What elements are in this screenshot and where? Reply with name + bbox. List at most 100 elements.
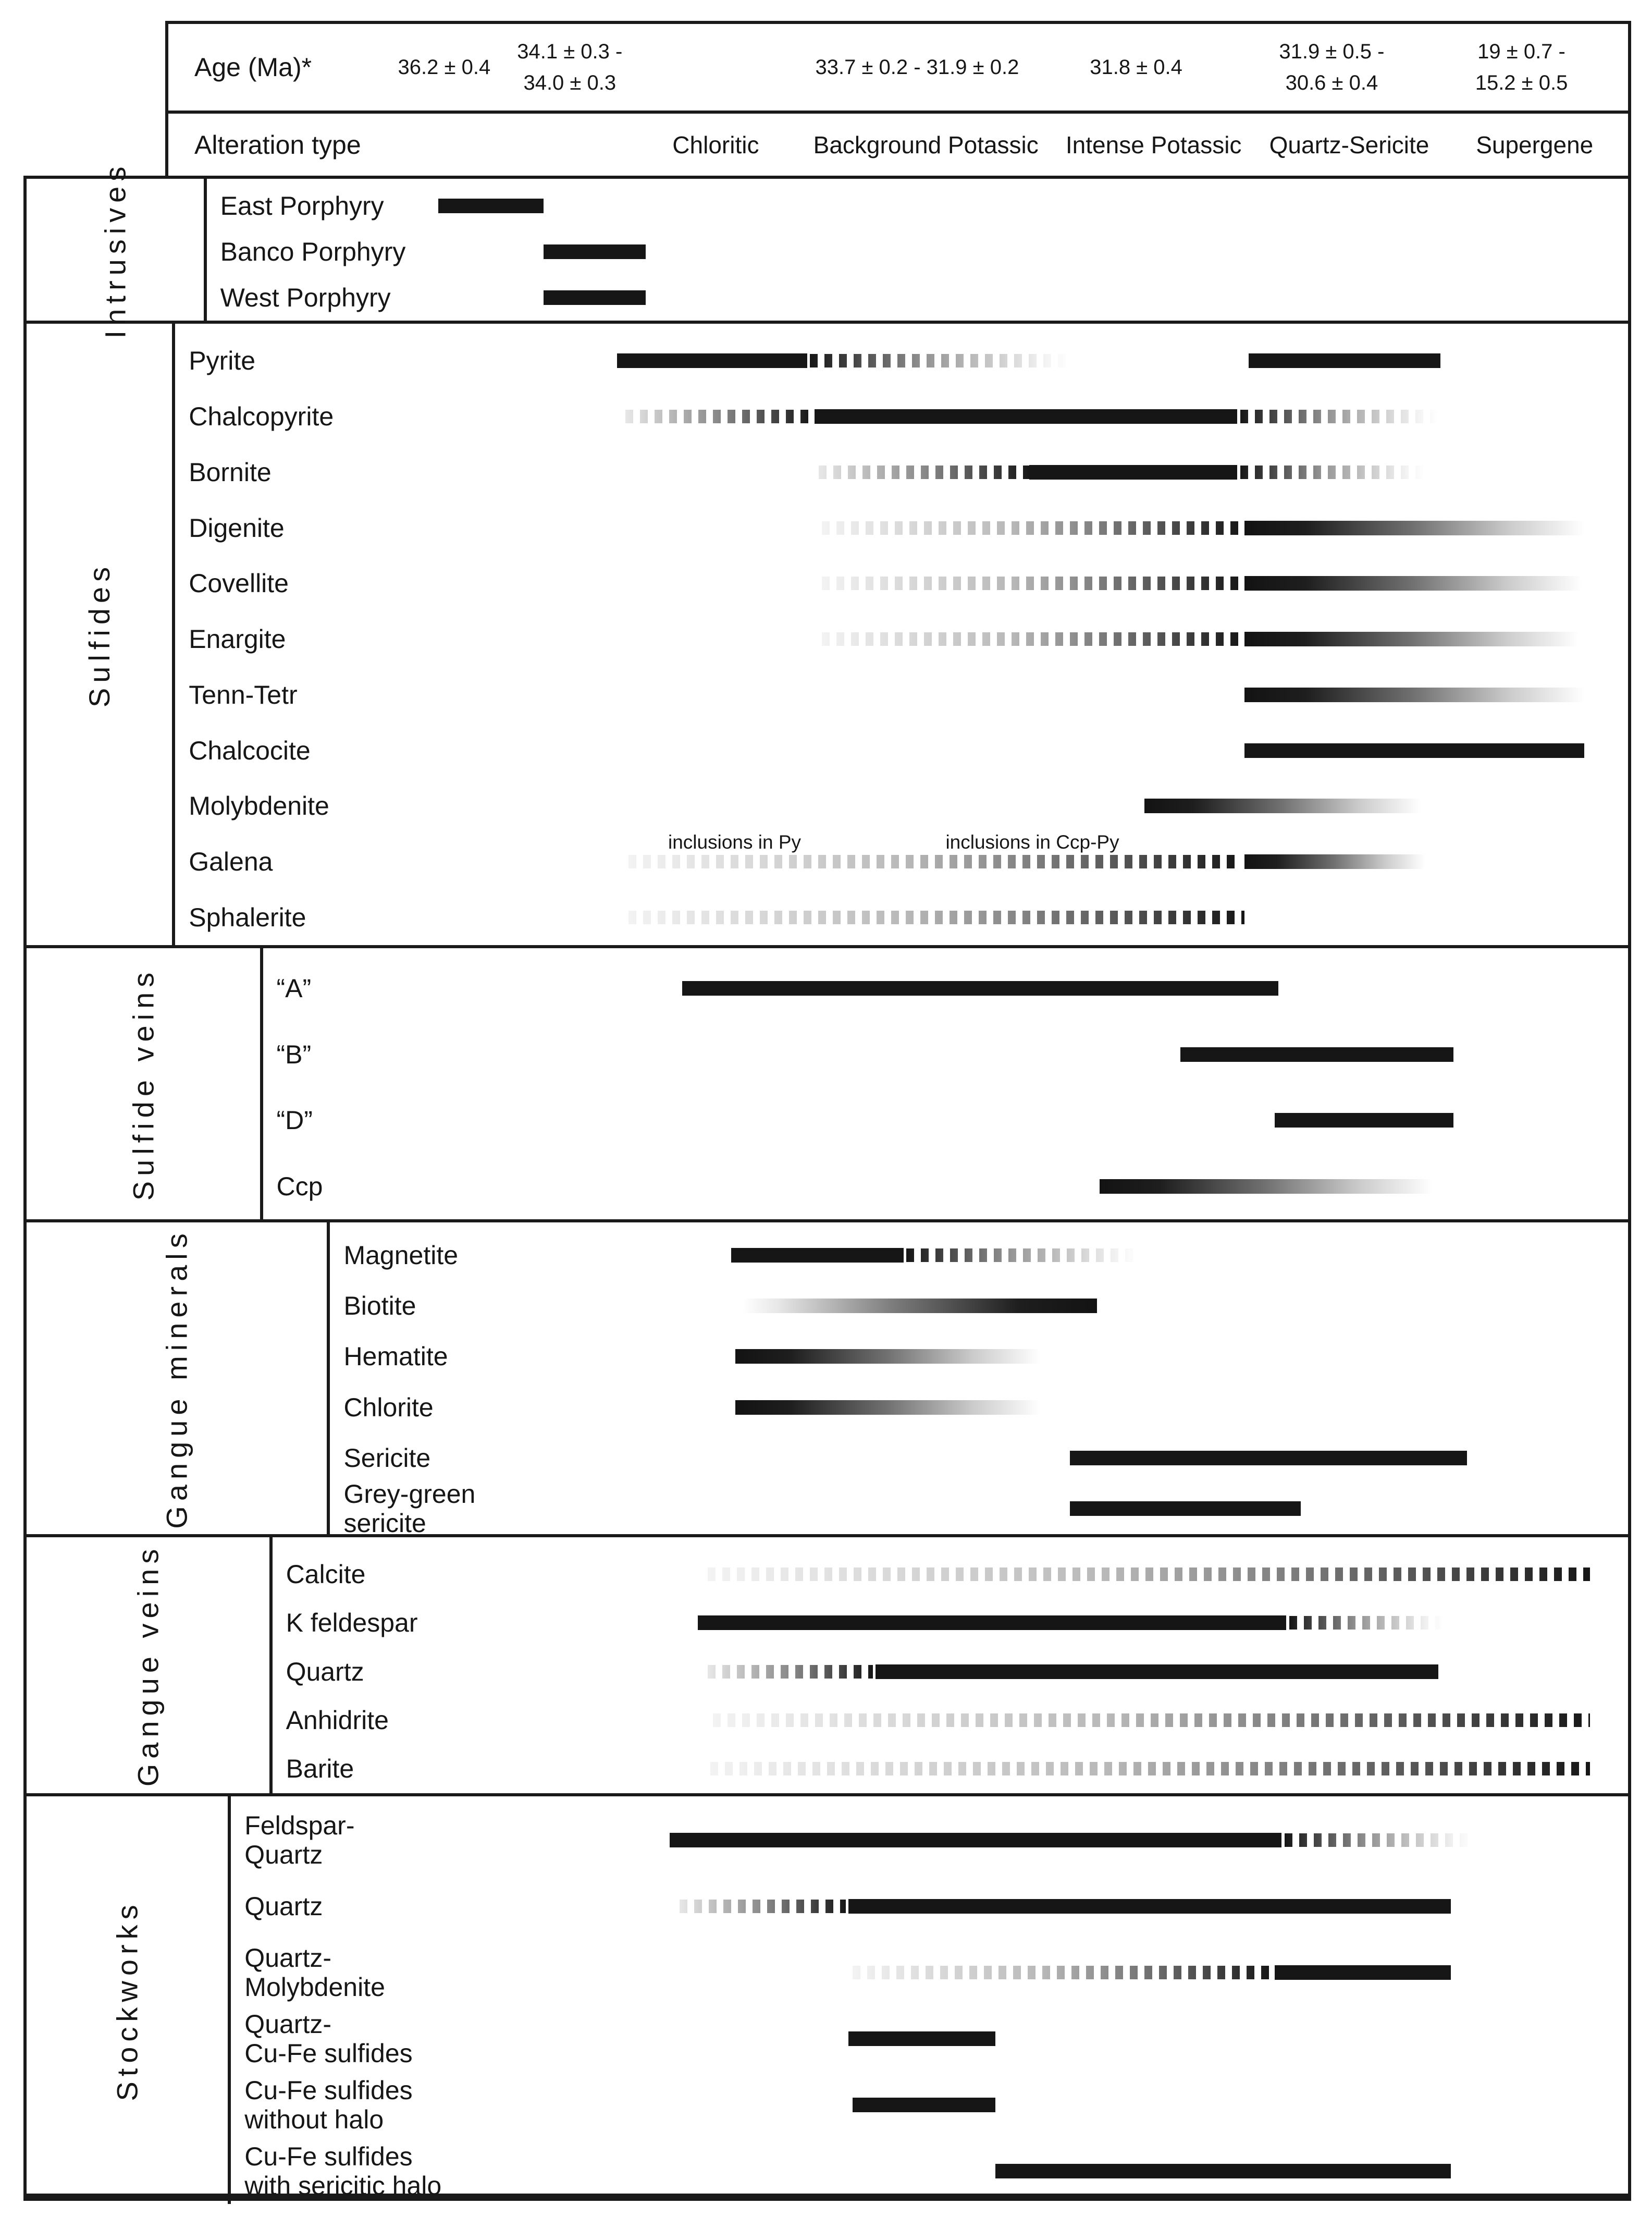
- row-label-line: Grey-green: [343, 1479, 476, 1509]
- row-label-line: “D”: [276, 1106, 313, 1135]
- section-label-box: Sulfides: [27, 324, 176, 945]
- bar-segment: [670, 1832, 1282, 1847]
- chart-row: Quartz- Cu-Fe sulfides: [231, 2005, 1628, 2072]
- section-label: Sulfides: [83, 561, 116, 707]
- header-box: Age (Ma)* 36.2 ± 0.4 34.1 ± 0.3 - 34.0 ± 0…: [165, 21, 1631, 179]
- section: Sulfides Pyrite Chalcopyrite Bornite Digenit…: [27, 324, 1628, 948]
- section-label: Sulfide veins: [127, 967, 160, 1201]
- section-rows: “A” “B” “D” Ccp: [263, 948, 1628, 1219]
- row-label-line: Enargite: [189, 624, 286, 654]
- chart-row: West Porphyry: [207, 275, 1628, 321]
- chart-row: Chalcocite: [175, 722, 1628, 778]
- row-label: Quartz- Molybdenite: [244, 1943, 385, 2002]
- row-label: Anhidrite: [286, 1706, 389, 1735]
- chart-row: Galena inclusions in Py inclusions in Ccp-…: [175, 831, 1628, 890]
- chart-row: Sphalerite: [175, 889, 1628, 945]
- row-label-line: Quartz-: [244, 1943, 331, 1973]
- chart-row: Calcite: [273, 1550, 1628, 1598]
- section-rows: East Porphyry Banco Porphyry West Porphyry: [207, 179, 1628, 321]
- chart-row: K feldespar: [273, 1598, 1628, 1647]
- bar-segment: [1274, 1965, 1451, 1980]
- row-label-line: Quartz: [244, 1891, 323, 1921]
- chart-row: “D”: [263, 1087, 1628, 1154]
- row-label-line: Chlorite: [343, 1392, 434, 1422]
- bar-segment: [1244, 520, 1585, 535]
- bar-segment: [1274, 1113, 1453, 1128]
- bar-segment: [698, 1615, 1287, 1631]
- bar-segment: [713, 1713, 1591, 1727]
- bar-annotation: inclusions in Ccp-Py: [945, 831, 1119, 853]
- chart-row: Quartz: [231, 1873, 1628, 1939]
- bar-segment: [438, 199, 544, 213]
- alteration-axis-label: Alteration type: [194, 130, 361, 160]
- age-tick: 36.2 ± 0.4: [398, 52, 491, 83]
- section-rows: Magnetite Biotite Hematite Chlorite Sericite…: [330, 1222, 1628, 1538]
- chart-row: East Porphyry: [207, 183, 1628, 229]
- chart-row: Hematite: [330, 1331, 1628, 1382]
- age-tick-line: 36.2 ± 0.4: [398, 56, 491, 79]
- bar-segment: [821, 577, 1242, 591]
- row-label-line: Hematite: [343, 1342, 448, 1371]
- section-rows: Feldspar- Quartz Quartz Quartz- Molybdenite Q…: [231, 1796, 1628, 2204]
- row-label: Bornite: [189, 458, 271, 487]
- row-label-line: Bornite: [189, 457, 272, 487]
- bar-segment: [1070, 1450, 1468, 1465]
- section: Intrusives East Porphyry Banco Porphyry Wes…: [27, 161, 1628, 338]
- row-label-line: Molybdenite: [244, 1972, 385, 2002]
- bar-segment: [1100, 1179, 1433, 1194]
- row-label: Calcite: [286, 1560, 366, 1589]
- row-label-line: Chalcopyrite: [189, 402, 334, 432]
- age-tick-line: 19 ± 0.7 -: [1477, 40, 1565, 63]
- bar-annotation: inclusions in Py: [668, 831, 802, 853]
- chart-row: Quartz: [273, 1647, 1628, 1696]
- chart-row: Feldspar- Quartz: [231, 1807, 1628, 1873]
- chart-row: Molybdenite: [175, 778, 1628, 834]
- alteration-header-row: Alteration type Chloritic Background Pota…: [168, 114, 1628, 176]
- age-header-row: Age (Ma)* 36.2 ± 0.4 34.1 ± 0.3 - 34.0 ± 0…: [168, 24, 1628, 114]
- section-label: Gangue veins: [131, 1544, 165, 1787]
- alteration-column-label: Background Potassic: [813, 131, 1039, 158]
- bar-segment: [1240, 465, 1425, 479]
- bar-segment: [735, 1400, 1040, 1415]
- row-label-line: Banco Porphyry: [220, 237, 406, 266]
- bar-segment: [1180, 1047, 1453, 1062]
- bar-segment: [848, 2031, 995, 2046]
- row-label-line: Quartz-: [244, 2009, 331, 2039]
- section-label-box: Gangue minerals: [27, 1222, 330, 1534]
- row-label-line: Feldspar-: [244, 1810, 355, 1840]
- row-label-line: Magnetite: [343, 1240, 459, 1270]
- row-label-line: Calcite: [286, 1559, 366, 1589]
- row-label-line: “A”: [276, 974, 312, 1003]
- bar-segment: [995, 2163, 1451, 2178]
- alteration-column-label: Supergene: [1476, 131, 1594, 158]
- section-label-box: Gangue veins: [27, 1537, 273, 1793]
- row-label: Galena: [189, 847, 273, 876]
- bar-segment: [617, 353, 807, 369]
- bar-segment: [1284, 1833, 1475, 1847]
- row-label-line: Sericite: [343, 1443, 431, 1473]
- bar-segment: [1144, 799, 1421, 814]
- row-label: West Porphyry: [220, 283, 391, 312]
- row-label: K feldespar: [286, 1608, 418, 1637]
- bar-segment: [1244, 687, 1585, 702]
- bar-segment: [628, 854, 1242, 868]
- chart-body: Intrusives East Porphyry Banco Porphyry Wes…: [23, 161, 1631, 2204]
- bar-segment: [682, 981, 1279, 996]
- row-label: “A”: [277, 974, 312, 1003]
- bar-segment: [1240, 410, 1438, 424]
- age-tick-line: 15.2 ± 0.5: [1475, 71, 1568, 94]
- bar-segment: [853, 2097, 995, 2112]
- section-label: Stockworks: [110, 1899, 144, 2101]
- age-tick-line: 31.8 ± 0.4: [1090, 56, 1182, 79]
- chart-row: Tenn-Tetr: [175, 667, 1628, 722]
- chart-row: Cu-Fe sulfides with sericitic halo: [231, 2138, 1628, 2204]
- row-label: Chlorite: [343, 1393, 433, 1422]
- chart-row: Grey-green sericite: [330, 1479, 1628, 1538]
- row-label: Quartz: [244, 1892, 323, 1921]
- section: Gangue minerals Magnetite Biotite Hematite C…: [27, 1222, 1628, 1538]
- row-label: Banco Porphyry: [220, 237, 406, 266]
- section-label: Intrusives: [98, 161, 132, 338]
- row-label-line: Quartz: [286, 1657, 364, 1686]
- chart-row: Bornite: [175, 444, 1628, 500]
- row-label-line: Molybdenite: [189, 791, 329, 821]
